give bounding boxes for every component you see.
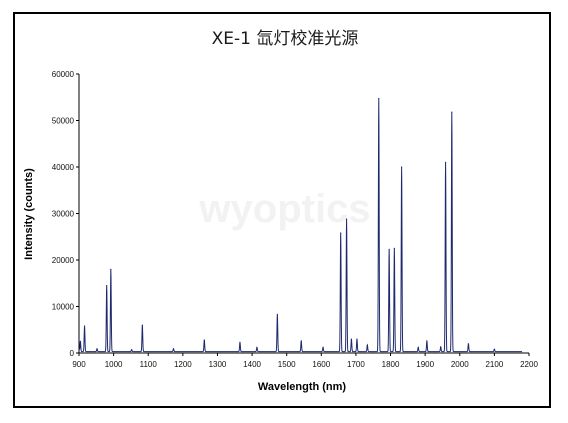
- spectrum-peak: [350, 338, 353, 340]
- spectrum-peak: [172, 348, 175, 350]
- x-tick-label: 2100: [485, 360, 503, 369]
- spectrum-peak: [493, 348, 495, 350]
- chart-title: XE-1 氙灯校准光源: [212, 29, 359, 49]
- y-tick-label: 50000: [52, 117, 75, 126]
- x-tick-label: 1200: [174, 360, 192, 369]
- spectrum-peak: [106, 284, 108, 287]
- x-tick-label: 900: [72, 360, 86, 369]
- y-tick-label: 10000: [52, 303, 75, 312]
- spectrum-peak: [79, 340, 81, 342]
- x-tick-label: 1600: [312, 360, 330, 369]
- spectrum-line: [79, 98, 523, 353]
- chart-frame: [13, 12, 551, 408]
- spectrum-peak: [276, 313, 278, 316]
- x-tick-label: 1500: [278, 360, 296, 369]
- spectrum-peak: [366, 344, 368, 346]
- y-axis-label: Intensity (counts): [23, 168, 35, 260]
- spectrum-peak: [426, 340, 428, 342]
- spectrum-peak: [417, 346, 419, 349]
- y-tick-label: 40000: [52, 163, 75, 172]
- plot-area: 0 10000 20000 30000 40000 50000 60000 900 1000 11…: [52, 70, 539, 369]
- spectrum-peak: [96, 348, 98, 350]
- y-tick-label: 0: [70, 349, 75, 358]
- spectrum-peak: [141, 324, 143, 326]
- x-axis-label: Wavelength (nm): [258, 381, 347, 393]
- spectrum-peak: [300, 340, 302, 342]
- spectrum-peak: [131, 349, 133, 351]
- x-tick-label: 1900: [416, 360, 434, 369]
- spectrum-peak: [110, 268, 112, 270]
- x-tick-label: 1000: [105, 360, 123, 369]
- y-tick-label: 30000: [52, 210, 75, 219]
- x-tick-label: 1400: [243, 360, 261, 369]
- y-tick-label: 20000: [52, 256, 75, 265]
- x-tick-label: 1100: [140, 360, 158, 369]
- x-tick-label: 1800: [382, 360, 400, 369]
- spectrum-peak: [340, 232, 342, 234]
- spectrum-peak: [256, 346, 258, 349]
- spectrum-peak: [388, 248, 390, 250]
- spectrum-peak: [322, 346, 324, 349]
- spectrum-peak: [203, 339, 205, 341]
- x-tick-label: 1300: [209, 360, 227, 369]
- spectrum-peak: [356, 338, 358, 340]
- x-tick-label: 2200: [520, 360, 538, 369]
- x-tick-label: 2000: [451, 360, 469, 369]
- spectrum-peak: [393, 247, 395, 249]
- spectrum-peak: [378, 98, 380, 100]
- spectrum-peak: [467, 343, 470, 345]
- spectrum-peak: [345, 218, 348, 220]
- spectrum-peak: [239, 341, 241, 343]
- spectrum-peak: [440, 346, 442, 348]
- spectrum-peak: [451, 111, 453, 113]
- spectrum-peak: [401, 166, 403, 168]
- spectrum-peak: [444, 161, 447, 163]
- watermark: wyoptics: [198, 187, 370, 231]
- x-tick-label: 1700: [347, 360, 365, 369]
- spectrum-peak: [83, 325, 86, 327]
- y-tick-label: 60000: [52, 70, 75, 79]
